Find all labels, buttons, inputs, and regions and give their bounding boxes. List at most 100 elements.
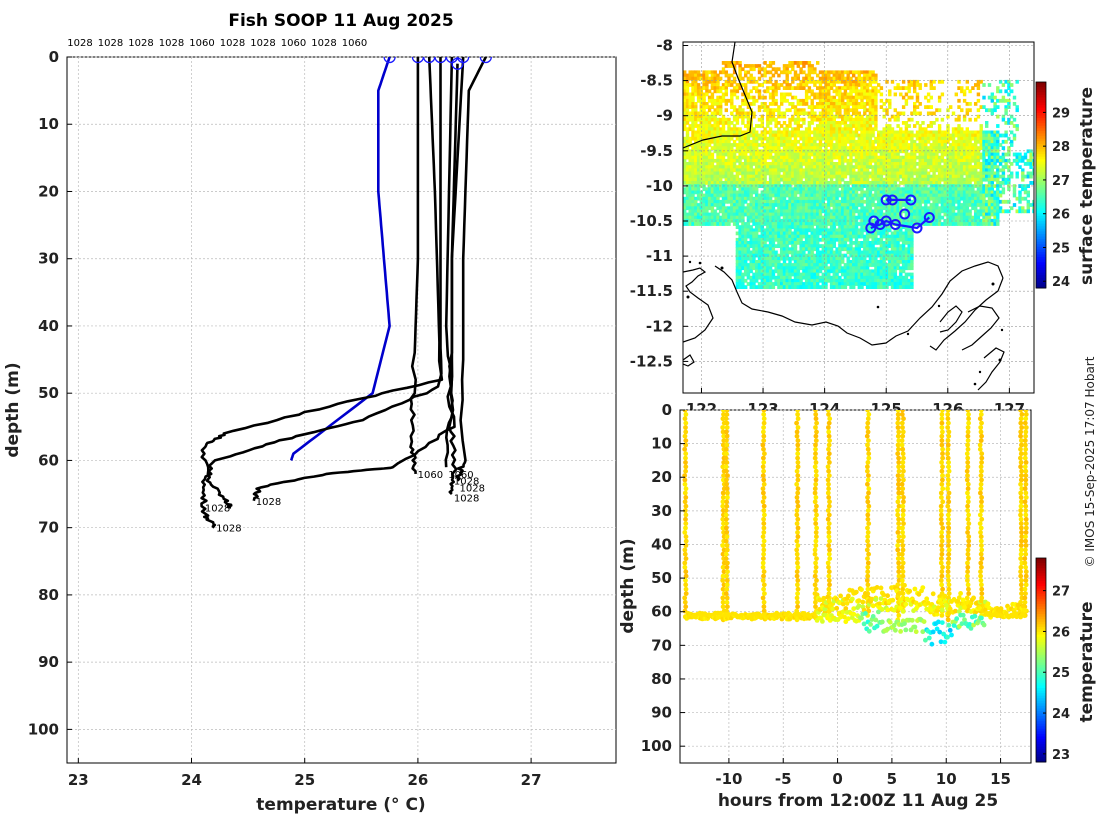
sst-cell	[857, 275, 861, 280]
sst-cell	[793, 143, 798, 147]
sst-cell	[918, 206, 922, 211]
sst-cell	[813, 215, 817, 220]
sst-cell	[804, 152, 809, 157]
sst-cell	[732, 222, 737, 226]
sst-cell	[793, 237, 798, 242]
sst-cell	[768, 61, 773, 65]
sst-cell	[788, 136, 792, 141]
sst-cell	[727, 149, 731, 154]
sst-cell	[835, 196, 839, 201]
sst-cell	[785, 250, 789, 255]
sst-cell	[807, 95, 812, 100]
sst-cell	[691, 79, 695, 84]
sst-cell	[816, 143, 820, 147]
sst-cell	[694, 174, 698, 179]
sst-cell	[852, 152, 856, 157]
sst-cell	[821, 256, 825, 261]
sst-cell	[749, 241, 753, 245]
sst-cell	[827, 127, 831, 132]
sst-cell	[932, 133, 936, 138]
sst-cell	[702, 102, 706, 106]
sst-cell	[788, 203, 792, 207]
sst-cell	[932, 152, 936, 157]
sst-cell	[813, 146, 817, 150]
sst-cell	[777, 266, 781, 271]
sst-cell	[782, 168, 787, 173]
sst-cell	[882, 266, 886, 271]
sst-cell	[877, 278, 881, 283]
sst-cell	[863, 181, 867, 185]
sst-cell	[774, 269, 778, 274]
sst-cell	[829, 130, 834, 135]
sst-cell	[782, 111, 787, 116]
sst-cell	[821, 234, 825, 239]
sst-cell	[724, 196, 728, 201]
sst-cell	[926, 190, 931, 195]
sst-cell	[904, 247, 909, 252]
sst-cell	[849, 162, 853, 166]
sst-cell	[744, 278, 748, 283]
sst-cell	[818, 79, 823, 84]
sst-cell	[813, 70, 817, 75]
sst-cell	[899, 199, 903, 204]
sst-cell	[821, 158, 825, 163]
sst-cell	[871, 228, 875, 233]
sst-cell	[821, 278, 825, 283]
sst-cell	[865, 190, 870, 195]
sst-cell	[799, 171, 803, 176]
sst-cell	[841, 105, 845, 109]
sst-cell	[777, 130, 781, 135]
sst-cell	[793, 162, 798, 166]
sst-cell	[921, 146, 925, 150]
sst-cell	[871, 73, 875, 78]
sst-cell	[852, 203, 856, 207]
sst-cell	[788, 143, 792, 147]
sst-cell	[910, 250, 914, 255]
sst-cell	[835, 275, 839, 280]
sst-cell	[763, 193, 767, 198]
sst-cell	[804, 193, 809, 198]
sst-cell	[807, 196, 812, 201]
sst-cell	[843, 114, 848, 119]
sst-cell	[766, 86, 770, 90]
sst-cell	[735, 272, 740, 277]
sst-cell	[843, 136, 848, 141]
sst-cell	[829, 83, 834, 87]
sst-cell	[821, 275, 825, 280]
sst-cell	[713, 117, 717, 122]
sst-cell	[816, 237, 820, 242]
sst-cell	[749, 168, 753, 173]
sst-cell	[802, 203, 806, 207]
sst-cell	[827, 234, 831, 239]
sst-cell	[871, 143, 875, 147]
sst-cell	[849, 171, 853, 176]
sst-cell	[885, 247, 889, 252]
sst-cell	[804, 215, 809, 220]
sst-cell	[791, 285, 795, 289]
sst-cell	[907, 143, 911, 147]
sst-cell	[865, 139, 870, 144]
sst-cell	[721, 158, 726, 163]
sst-cell	[760, 193, 764, 198]
sst-cell	[838, 124, 842, 128]
sst-cell	[835, 193, 839, 198]
sst-cell	[810, 168, 814, 173]
sst-cell	[752, 278, 756, 283]
sst-cell	[832, 155, 836, 160]
sst-cell	[755, 196, 759, 201]
sst-cell	[749, 209, 753, 214]
sst-cell	[852, 218, 856, 223]
sst-cell	[716, 162, 720, 166]
sst-cell	[871, 244, 875, 248]
sst-cell	[882, 285, 886, 289]
sst-cell	[735, 83, 740, 87]
sst-cell	[788, 133, 792, 138]
sst-cell	[821, 143, 825, 147]
sst-cell	[785, 278, 789, 283]
sst-cell	[924, 130, 928, 135]
sst-cell	[846, 231, 850, 236]
sst-cell	[716, 203, 720, 207]
sst-cell	[874, 121, 878, 125]
sst-cell	[854, 272, 859, 277]
sst-cell	[807, 67, 812, 72]
